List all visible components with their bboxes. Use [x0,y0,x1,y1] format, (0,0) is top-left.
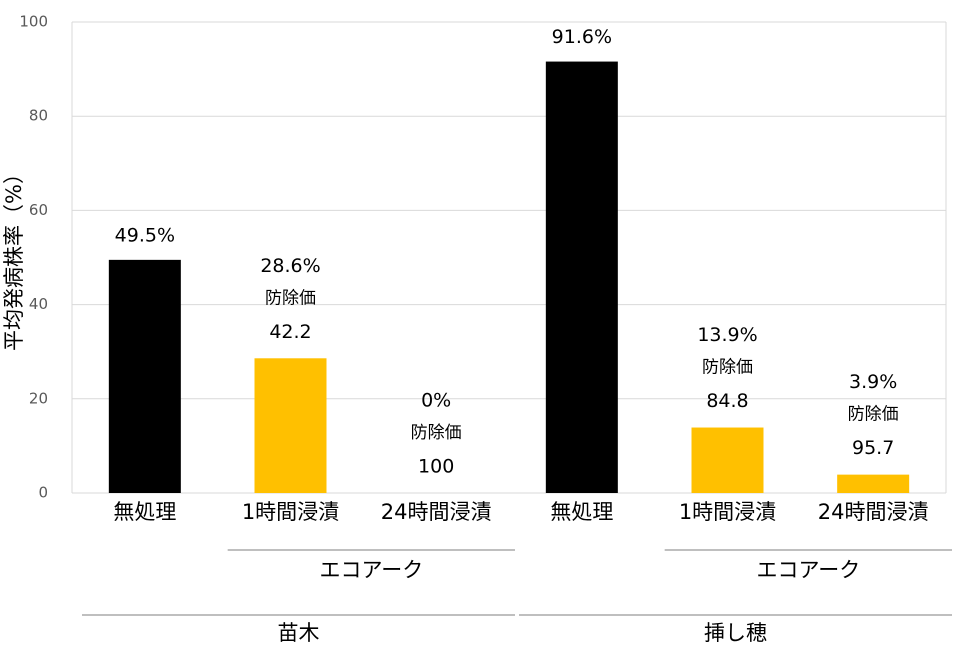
group-label: エコアーク [319,558,423,582]
group-label: 苗木 [278,621,320,645]
protection-value: 100 [418,456,454,478]
x-tick-label: 無処理 [113,500,176,524]
y-tick-label: 20 [29,389,48,407]
x-tick-label: 24時間浸漬 [818,500,929,524]
group-label: 挿し穂 [704,621,767,645]
value-label: 91.6% [552,26,612,48]
bar [837,474,910,493]
x-tick-label: 無処理 [550,500,613,524]
protection-label: 防除価 [265,288,316,308]
value-label: 28.6% [260,255,320,277]
protection-value: 95.7 [852,437,894,459]
protection-label: 防除価 [848,405,899,425]
x-tick-label: 24時間浸漬 [381,500,492,524]
protection-value: 42.2 [269,321,311,343]
group-label: エコアーク [756,558,860,582]
x-tick-label: 1時間浸漬 [242,500,339,524]
x-tick-label: 1時間浸漬 [679,500,776,524]
value-label: 49.5% [115,224,175,246]
y-axis-label: 平均発病株率（%） [2,163,26,351]
protection-value: 84.8 [706,390,748,412]
value-label: 13.9% [697,324,757,346]
value-label: 3.9% [849,371,897,393]
y-tick-label: 40 [29,295,48,313]
y-tick-label: 80 [29,107,48,125]
y-tick-label: 0 [38,484,48,502]
bar [691,427,764,493]
bar [545,61,618,494]
y-tick-label: 60 [29,201,48,219]
protection-label: 防除価 [702,358,753,378]
value-label: 0% [421,390,451,412]
y-tick-label: 100 [19,13,48,31]
protection-label: 防除価 [411,423,462,443]
bar [108,259,181,493]
bar [254,358,327,493]
